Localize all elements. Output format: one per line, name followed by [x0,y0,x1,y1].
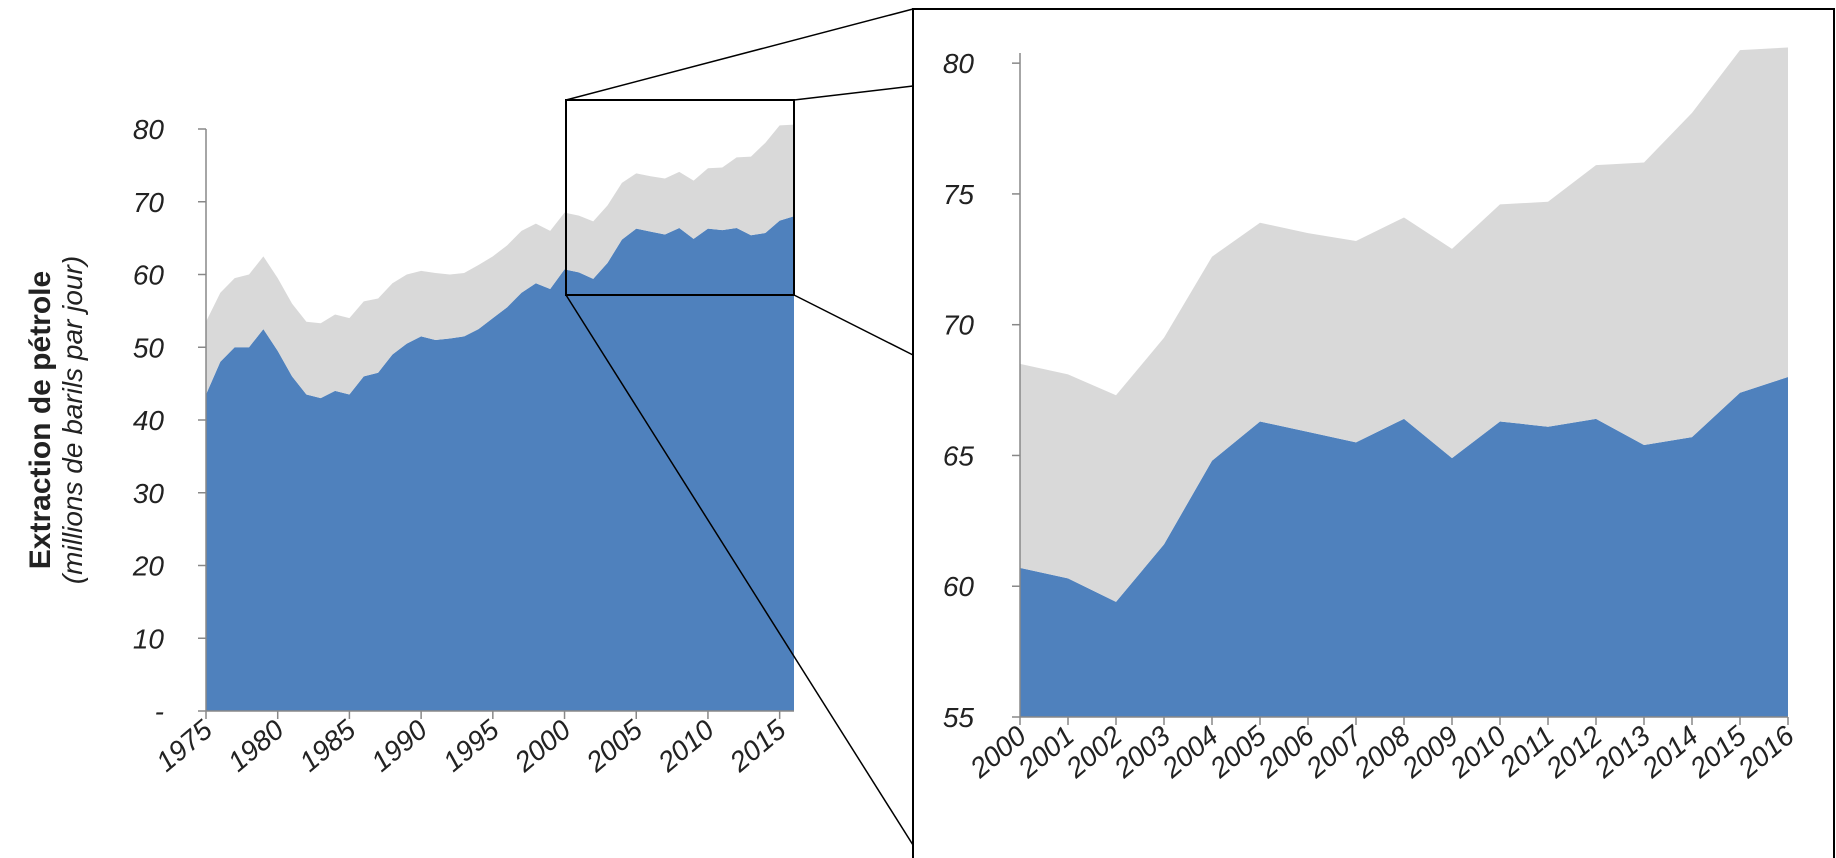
y-tick-label: 60 [943,571,975,602]
zoom-connector [565,294,914,846]
y-tick-label: 75 [943,179,975,210]
area [206,216,794,712]
zoom-connector [793,85,914,101]
y-tick-label: 70 [943,310,975,341]
y-tick-label: 20 [132,551,165,582]
y-tick-label: 40 [133,405,165,436]
zoom-frame [912,8,1835,858]
x-tick-label: 1995 [437,714,505,778]
y-tick-label: 10 [133,623,165,654]
area [1020,377,1788,717]
y-tick-label: 65 [943,440,975,471]
x-tick-label: 2010 [651,714,720,779]
x-tick-label: 1985 [294,714,362,778]
x-tick-label: 2000 [508,714,577,779]
x-tick-label: 2015 [723,714,792,779]
zoom-connector [793,294,914,356]
y-tick-label: 60 [133,260,165,291]
zoom-box [565,99,795,296]
y-tick-label: 80 [943,48,975,79]
x-tick-label: 1980 [222,714,290,778]
y-axis-title: Extraction de pétrole [24,271,57,569]
y-tick-label: 70 [133,187,165,218]
y-axis-subtitle: (millions de barils par jour) [57,256,88,584]
x-tick-label: 2016 [1731,720,1800,785]
y-tick-label: - [155,696,164,727]
y-tick-label: 30 [133,478,165,509]
area [206,124,794,399]
y-tick-label: 50 [133,332,165,363]
y-tick-label: 55 [943,702,975,733]
area [1020,47,1788,602]
x-tick-label: 1990 [365,714,433,778]
y-tick-label: 80 [133,114,165,145]
zoom-connector [565,8,914,101]
x-tick-label: 2005 [580,714,649,779]
